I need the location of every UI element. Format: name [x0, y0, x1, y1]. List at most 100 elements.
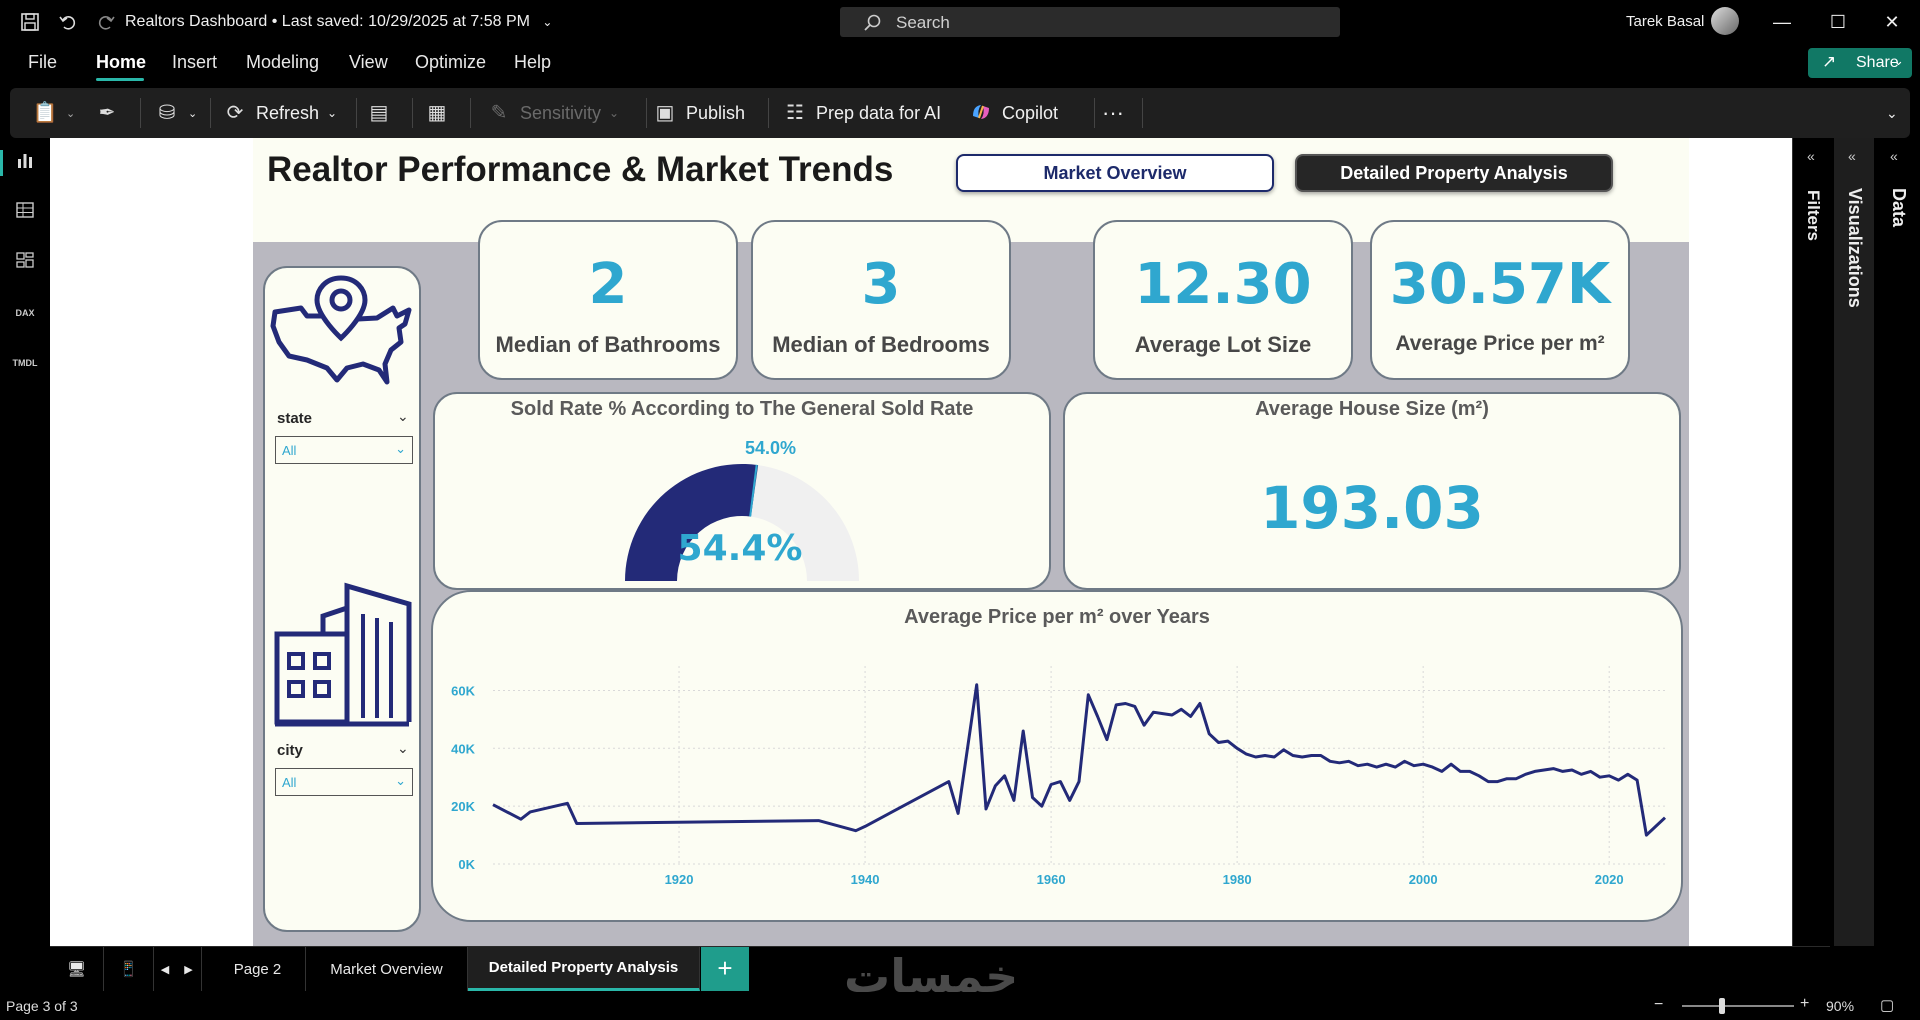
- share-icon: ↗: [1822, 52, 1837, 71]
- menu-help[interactable]: Help: [514, 52, 552, 72]
- x-tick-label: 1920: [665, 872, 694, 887]
- share-label: Share: [1856, 54, 1899, 71]
- next-page-icon[interactable]: ▶: [176, 947, 202, 991]
- menu-modeling[interactable]: Modeling: [246, 52, 320, 72]
- zoom-out-icon[interactable]: −: [1654, 996, 1664, 1013]
- market-overview-button[interactable]: Market Overview: [956, 154, 1274, 192]
- tab-page-2[interactable]: Page 2: [210, 947, 306, 991]
- publish-icon: ▣: [655, 102, 675, 124]
- refresh-button[interactable]: ⟳ Refresh ⌄: [222, 88, 337, 138]
- detailed-property-analysis-button[interactable]: Detailed Property Analysis: [1295, 154, 1613, 192]
- desktop-layout-icon[interactable]: 🖥: [50, 947, 104, 991]
- filters-pane-label: Filters: [1804, 190, 1823, 242]
- redo-icon[interactable]: [92, 8, 120, 36]
- sensitivity-button[interactable]: ✎ Sensitivity ⌄: [486, 88, 619, 138]
- filters-pane[interactable]: « Filters: [1792, 138, 1832, 946]
- model-view-icon[interactable]: [12, 250, 38, 276]
- fit-to-page-icon[interactable]: ▢: [1880, 997, 1895, 1014]
- tab-market-overview[interactable]: Market Overview: [306, 947, 468, 991]
- price-per-m2-line-chart: 1920 1940 1960 1980 2000 2020 0K 20K 40K 60K: [451, 666, 1667, 887]
- kpi-value: 12.30: [1134, 252, 1312, 317]
- report-canvas: Realtor Performance & Market Trends Mark…: [50, 138, 1792, 946]
- publish-button[interactable]: ▣ Publish: [652, 88, 746, 138]
- copilot-icon: [968, 100, 994, 126]
- publish-label: Publish: [686, 102, 746, 123]
- collapse-ribbon-icon[interactable]: ⌄: [1886, 104, 1898, 121]
- chevron-down-icon: ⌄: [609, 106, 620, 120]
- maximize-icon[interactable]: ☐: [1829, 12, 1847, 32]
- ribbon-separator: [768, 98, 769, 128]
- gauge-card: Sold Rate % According to The General Sol…: [433, 392, 1051, 590]
- search-placeholder: Search: [896, 13, 950, 32]
- mobile-layout-icon[interactable]: 📱: [104, 947, 154, 991]
- page-title: Realtor Performance & Market Trends: [267, 150, 894, 189]
- house-size-title: Average House Size (m²): [1255, 398, 1489, 420]
- gauge-value-label: 54.4%: [677, 528, 803, 569]
- usa-map-pin-icon: [270, 275, 412, 385]
- ribbon-separator: [412, 98, 413, 128]
- visualizations-pane[interactable]: « Visualizations: [1834, 138, 1874, 946]
- x-tick-label: 1980: [1223, 872, 1252, 887]
- chart-title: Average Price per m² over Years: [904, 606, 1210, 628]
- zoom-slider-handle[interactable]: [1719, 998, 1725, 1014]
- kpi-value: 2: [588, 252, 628, 317]
- menu-optimize[interactable]: Optimize: [415, 52, 487, 72]
- tab-detailed-property-analysis[interactable]: Detailed Property Analysis: [468, 947, 700, 991]
- collapse-icon[interactable]: «: [1807, 148, 1815, 164]
- save-icon[interactable]: [16, 8, 44, 36]
- chart-edit-icon: ▤: [369, 102, 389, 124]
- search-icon: [864, 14, 881, 31]
- zoom-level: 90%: [1826, 998, 1855, 1014]
- table-view-icon[interactable]: [12, 200, 38, 226]
- avatar[interactable]: [1711, 7, 1739, 35]
- menu-insert[interactable]: Insert: [172, 52, 218, 72]
- state-slicer-dropdown[interactable]: All ⌄: [275, 436, 413, 464]
- menu-home[interactable]: Home: [96, 52, 147, 72]
- collapse-icon[interactable]: «: [1890, 148, 1898, 164]
- minimize-icon[interactable]: —: [1773, 12, 1791, 32]
- search-input[interactable]: Search: [840, 7, 1340, 37]
- copilot-button[interactable]: Copilot: [968, 88, 1058, 138]
- menu-file[interactable]: File: [28, 52, 58, 72]
- x-tick-label: 2020: [1595, 872, 1624, 887]
- more-options-button[interactable]: ···: [1102, 100, 1124, 125]
- ribbon-separator: [646, 98, 647, 128]
- close-icon[interactable]: ✕: [1884, 12, 1900, 32]
- collapse-icon[interactable]: «: [1848, 148, 1856, 164]
- add-page-button[interactable]: +: [701, 947, 749, 991]
- get-data-button[interactable]: ⛁ ⌄: [154, 88, 198, 138]
- ribbon-separator: [470, 98, 471, 128]
- y-tick-label: 60K: [451, 683, 475, 698]
- dax-query-icon[interactable]: DAX: [15, 308, 35, 318]
- house-size-value: 193.03: [1260, 474, 1484, 542]
- zoom-in-icon[interactable]: +: [1800, 995, 1810, 1012]
- report-page: Realtor Performance & Market Trends Mark…: [253, 138, 1689, 946]
- share-button[interactable]: ↗ Share ⌄: [1808, 48, 1912, 78]
- prep-data-button[interactable]: ☷ Prep data for AI: [782, 88, 941, 138]
- x-tick-label: 1940: [851, 872, 880, 887]
- user-name[interactable]: Tarek Basal: [1626, 13, 1705, 30]
- format-painter-button[interactable]: ✒: [94, 88, 128, 138]
- city-slicer-value: All: [282, 775, 297, 790]
- new-measure-button[interactable]: ▦: [424, 88, 458, 138]
- status-bar: Page 3 of 3 − + 90% ▢: [0, 992, 1920, 1020]
- prev-page-icon[interactable]: ◀: [160, 963, 170, 976]
- chevron-down-icon[interactable]: ⌄: [397, 408, 409, 424]
- chevron-down-icon[interactable]: ⌄: [397, 740, 409, 756]
- tab-label: Detailed Property Analysis: [488, 959, 679, 976]
- zoom-slider[interactable]: [1682, 1005, 1794, 1007]
- data-pane[interactable]: « Data: [1876, 138, 1920, 946]
- transform-button[interactable]: ▤: [366, 88, 400, 138]
- undo-icon[interactable]: [54, 8, 82, 36]
- state-slicer-label: state: [277, 410, 313, 427]
- copilot-label: Copilot: [1002, 102, 1059, 123]
- chevron-down-icon: ⌄: [395, 441, 406, 456]
- tmdl-view-icon[interactable]: TMDL: [12, 358, 38, 368]
- report-view-icon[interactable]: [12, 150, 38, 176]
- ribbon-separator: [356, 98, 357, 128]
- city-slicer-dropdown[interactable]: All ⌄: [275, 768, 413, 796]
- chevron-down-icon: ⌄: [395, 773, 406, 788]
- chevron-down-icon[interactable]: ⌄: [542, 15, 553, 29]
- paste-button[interactable]: 📋 ⌄: [32, 88, 76, 138]
- menu-view[interactable]: View: [349, 52, 388, 72]
